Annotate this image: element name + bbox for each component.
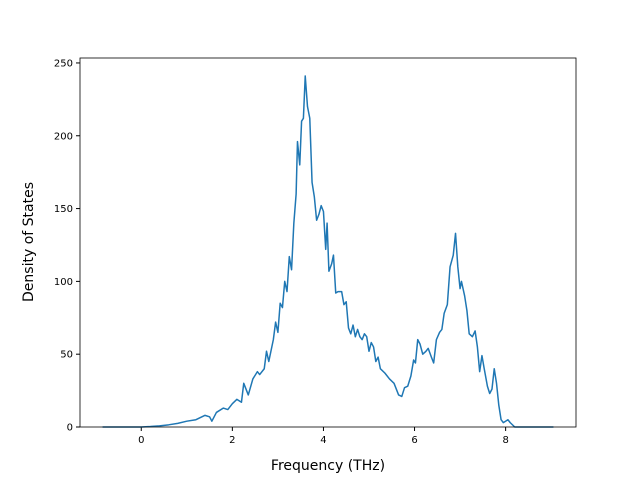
x-tick-label: 2 bbox=[229, 435, 235, 446]
x-axis-label: Frequency (THz) bbox=[271, 458, 385, 474]
y-axis-label: Density of States bbox=[21, 182, 37, 302]
y-tick-label: 50 bbox=[60, 350, 73, 361]
y-tick-label: 100 bbox=[54, 277, 73, 288]
x-tick-label: 4 bbox=[320, 435, 326, 446]
y-tick-label: 0 bbox=[67, 423, 73, 434]
x-tick-label: 6 bbox=[411, 435, 417, 446]
y-tick-label: 250 bbox=[54, 58, 73, 69]
x-tick-label: 0 bbox=[138, 435, 144, 446]
plot-frame bbox=[79, 57, 577, 428]
y-tick-label: 150 bbox=[54, 204, 73, 215]
line bbox=[102, 75, 554, 428]
x-tick-label: 8 bbox=[502, 435, 508, 446]
y-tick-label: 200 bbox=[54, 131, 73, 142]
